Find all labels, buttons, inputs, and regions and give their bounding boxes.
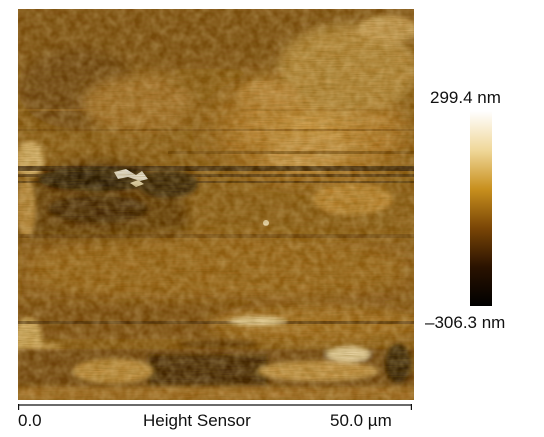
scale-start-label: 0.0 [18,411,42,430]
colorbar-min-label: –306.3 nm [425,313,506,332]
scale-bar-line [18,404,412,410]
colorbar [470,111,492,306]
channel-label: Height Sensor [143,411,251,430]
scale-end-label: 50.0 µm [330,411,392,430]
afm-height-map [18,9,414,400]
colorbar-max-label: 299.4 nm [430,88,501,107]
